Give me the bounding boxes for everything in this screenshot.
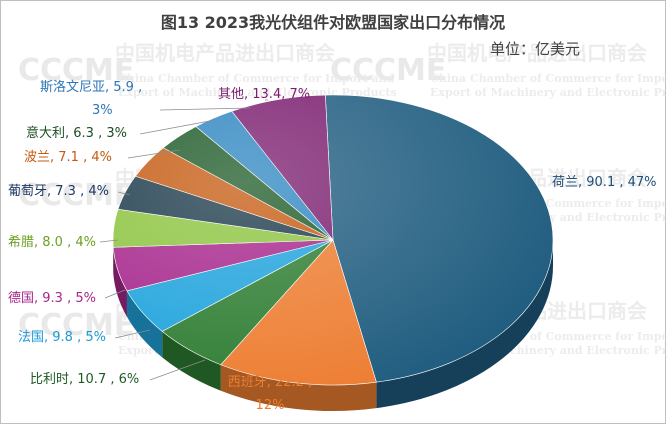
leader-line	[117, 191, 131, 196]
pie-slice-side	[162, 331, 221, 391]
leader-line	[99, 239, 119, 243]
watermark-logo: CCCME	[18, 53, 134, 88]
pie-slice-side	[113, 247, 127, 317]
slice-label: 波兰, 7.1 , 4%	[24, 150, 112, 165]
leader-line	[139, 119, 216, 135]
slice-label: 3%	[92, 103, 113, 118]
slice-label: 德国, 9.3 , 5%	[8, 291, 96, 306]
watermark-logo: CCCME	[330, 53, 446, 88]
pie-slice-side	[376, 240, 553, 409]
leader-line	[104, 289, 126, 299]
pie-highlight	[113, 95, 553, 385]
watermark-logo: CCCME	[18, 178, 134, 213]
leader-line	[159, 107, 251, 111]
leader-line	[114, 329, 151, 339]
watermark-cn: 中国机电产品进出口商会	[427, 41, 647, 65]
slice-label: 比利时, 10.7 , 6%	[30, 372, 139, 387]
chart-title: 图13 2023我光伏组件对欧盟国家出口分布情况	[161, 13, 505, 32]
watermark-en: Export of Machinery and Electronic Produ…	[430, 86, 666, 99]
slice-label: 意大利, 6.3 , 3%	[26, 125, 127, 141]
pie-slices	[112, 94, 554, 386]
slice-label: 其他, 13.4, 7%	[218, 87, 310, 102]
slice-label: 希腊, 8.0 , 4%	[8, 235, 96, 250]
slice-label: 法国, 9.8 , 5%	[18, 330, 106, 345]
slice-label: 荷兰, 90.1 , 47%	[552, 175, 657, 190]
unit-label: 单位：亿美元	[490, 40, 580, 58]
watermark-logo: CCCME	[18, 308, 134, 343]
leader-lines	[99, 99, 268, 381]
pie-sides	[113, 240, 553, 411]
watermark-en: China Chamber of Commerce for Import and	[118, 72, 395, 85]
leader-line	[127, 149, 181, 159]
watermark-cn: 中国机电产品进出口商会	[115, 41, 335, 65]
pie-slice-side	[220, 364, 377, 411]
slice-label: 斯洛文尼亚, 5.9 ,	[40, 80, 142, 95]
slice-label: 西班牙, 22.2 ,	[228, 375, 312, 390]
slice-labels: 荷兰, 90.1 , 47% 西班牙, 22.2 , 12% 比利时, 10.7 , …	[8, 80, 657, 413]
slice-label: 12%	[256, 398, 285, 413]
pie-slice-side	[126, 290, 163, 358]
slice-label: 葡萄牙, 7.3 , 4%	[8, 184, 109, 199]
watermark-en: China Chamber of Commerce for Import and	[430, 72, 666, 85]
leader-line	[149, 359, 206, 381]
